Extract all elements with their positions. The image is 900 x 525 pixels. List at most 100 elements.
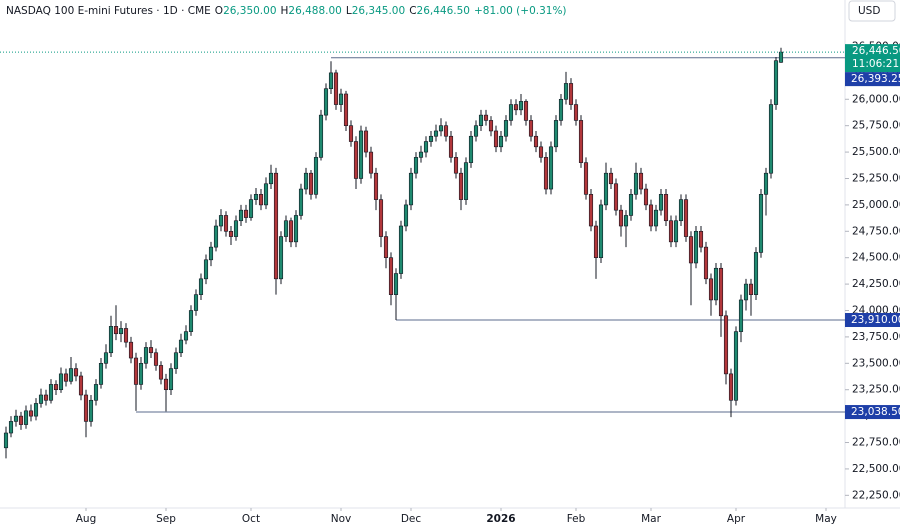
candle-body (578, 120, 584, 163)
candle-body (328, 72, 334, 90)
candle-body (723, 315, 729, 375)
candle-body (608, 172, 614, 185)
header: NASDAQ 100 E-mini Futures · 1D · CME (6, 5, 211, 17)
candle-body (93, 384, 99, 401)
candle-body (258, 194, 264, 206)
candle-body (673, 220, 679, 243)
candle-body (143, 347, 149, 364)
candle-body (468, 135, 474, 163)
candle-body (488, 120, 494, 132)
candle-body (123, 328, 129, 343)
ohlc-key: L (346, 5, 352, 17)
candle-body (403, 204, 409, 227)
candle-body (83, 394, 89, 422)
candle-body (323, 88, 329, 116)
x-tick-label: Aug (76, 513, 97, 525)
y-tick-label: 26,000.00 (852, 93, 900, 105)
candle-body (128, 341, 134, 359)
candle-body (353, 141, 359, 179)
candle-body (168, 368, 174, 391)
last-price-label: 26,446.50 (852, 45, 900, 57)
candle-body (503, 120, 509, 137)
candle-body (263, 183, 269, 206)
candle-body (273, 172, 279, 280)
candle-body (628, 194, 634, 216)
x-tick-label: Mar (641, 513, 661, 525)
candle-body (173, 352, 179, 369)
candle-body (48, 384, 54, 401)
level-price-label: 26,393.25 (851, 73, 900, 85)
candle-body (768, 104, 774, 174)
candle-body (343, 93, 349, 126)
candle-body (163, 378, 169, 391)
candle-body (318, 114, 324, 158)
candle-body (758, 194, 764, 253)
candle-body (158, 365, 164, 380)
candle-body (423, 141, 429, 153)
candle-body (663, 194, 669, 222)
candle-body (658, 194, 664, 211)
candle-body (618, 209, 624, 227)
candle-body (678, 199, 684, 222)
currency-button[interactable] (848, 0, 896, 22)
x-tick-label: 2026 (486, 513, 515, 525)
candle-body (508, 104, 514, 121)
candle-body (588, 194, 594, 227)
x-tick-label: Feb (567, 513, 586, 525)
candle-body (713, 267, 719, 301)
candle-body (778, 51, 784, 63)
candle-body (38, 394, 44, 404)
candle-body (293, 215, 299, 243)
candle-body (708, 278, 714, 301)
candle-body (523, 101, 529, 121)
candle-body (23, 410, 29, 425)
candle-body (338, 93, 344, 105)
candle-body (583, 162, 589, 195)
candle-body (648, 204, 654, 227)
candle-body (98, 363, 104, 385)
y-tick-label: 25,500.00 (852, 146, 900, 158)
candle-body (138, 363, 144, 385)
y-tick-label: 24,750.00 (852, 225, 900, 237)
candle-body (393, 273, 399, 295)
candle-body (443, 125, 449, 137)
candle-body (223, 215, 229, 232)
candle-body (453, 157, 459, 174)
candle-body (108, 326, 114, 354)
candle-body (448, 135, 454, 158)
candles (3, 47, 784, 459)
candle-body (698, 230, 704, 248)
candle-body (418, 151, 424, 158)
candle-body (18, 415, 24, 425)
candle-body (243, 209, 249, 218)
candle-body (763, 172, 769, 195)
ohlc-key: O (215, 5, 223, 17)
candle-body (693, 230, 699, 264)
candle-body (528, 120, 534, 137)
level-price-box (845, 405, 900, 420)
candle-body (433, 130, 439, 137)
candle-body (473, 125, 479, 137)
ohlc-value: 26,488.00 (288, 5, 341, 17)
level-price-box (845, 72, 900, 87)
candle-body (103, 352, 109, 364)
y-tick-label: 22,500.00 (852, 463, 900, 475)
candle-body (303, 172, 309, 190)
candle-body (13, 415, 19, 422)
ohlc-value: 26,446.50 (417, 5, 470, 17)
candle-body (213, 225, 219, 248)
y-tick-label: 25,250.00 (852, 172, 900, 184)
x-tick-label: Dec (401, 513, 422, 525)
candle-body (558, 98, 564, 121)
candle-body (358, 130, 364, 179)
candle-body (773, 60, 779, 105)
currency[interactable]: USD (858, 5, 880, 17)
candle-body (568, 83, 574, 105)
candle-body (198, 278, 204, 295)
candle-body (233, 220, 239, 237)
candle-body (478, 114, 484, 126)
candle-body (438, 125, 444, 132)
candle-body (118, 328, 124, 335)
y-tick-label: 23,750.00 (852, 331, 900, 343)
